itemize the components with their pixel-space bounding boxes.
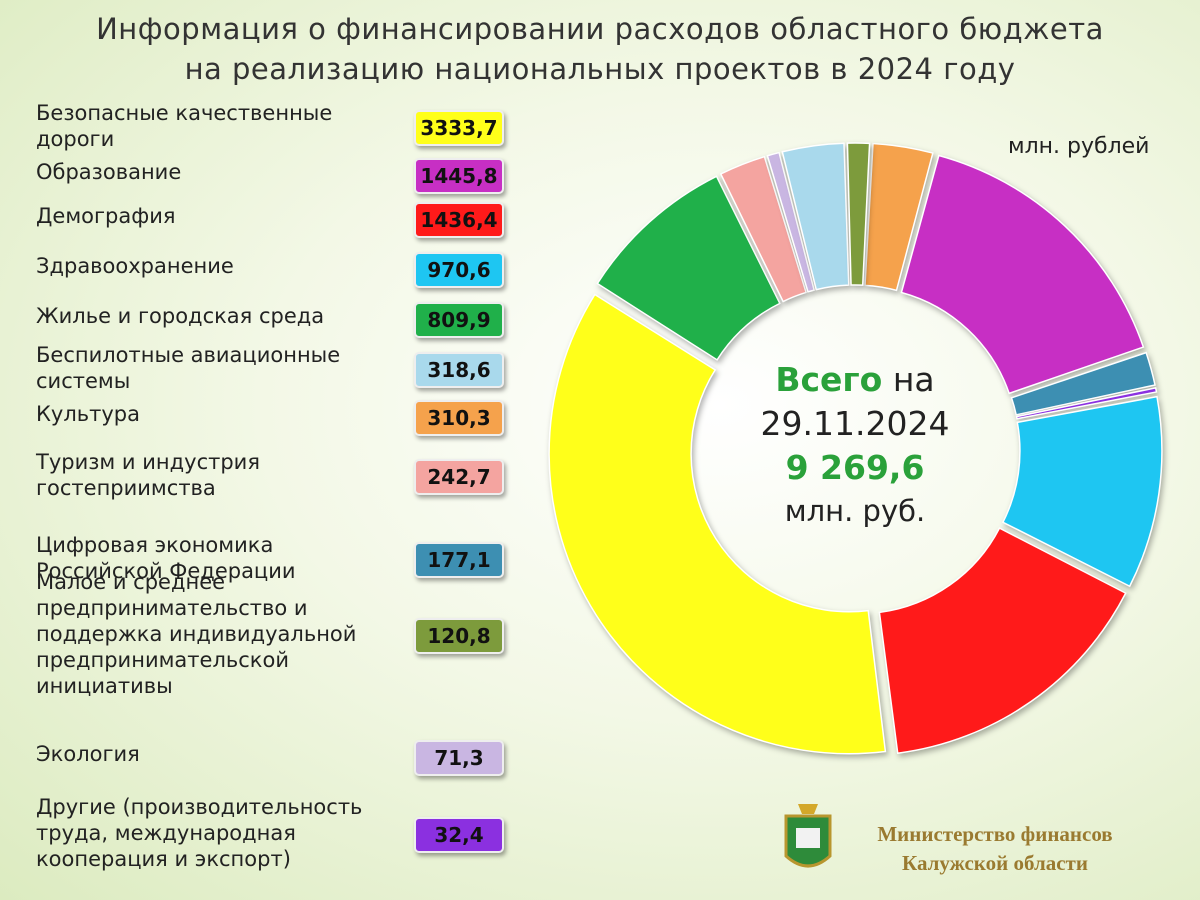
legend-label: Беспилотные авиационные системы (36, 343, 341, 393)
donut-slice (846, 142, 871, 286)
value-label: 1436,4 (414, 202, 504, 238)
donut-slice (596, 175, 781, 361)
unit: млн. рублей (1008, 134, 1150, 159)
value-label: 120,8 (414, 618, 504, 654)
value-label: 242,7 (414, 459, 504, 495)
legend-label: Малое и среднее предпринимательство и по… (36, 570, 357, 698)
center-lead: Всего на (705, 360, 1005, 399)
legend-label: Жилье и городская среда (36, 304, 325, 328)
title: Информация о финансировании расходов обл… (96, 12, 1104, 46)
value-label: 809,9 (414, 302, 504, 338)
legend-label: Цифровая экономика Российской Федерации (36, 533, 296, 583)
donut-slice (1015, 386, 1158, 420)
value-label: 310,3 (414, 400, 504, 436)
value-label: 32,4 (414, 817, 504, 853)
legend-label: Культура (36, 402, 140, 426)
donut-slice (1010, 351, 1156, 416)
donut-slice (548, 293, 887, 755)
center-date: 29.11.2024 (760, 404, 950, 443)
footer-line: Калужской области (902, 851, 1088, 875)
legend-label: Безопасные качественные дороги (36, 101, 333, 151)
donut-slice (719, 155, 808, 303)
donut-slice (864, 142, 934, 292)
center-total: 9 269,6 (785, 448, 925, 487)
value-label: 318,6 (414, 352, 504, 388)
value-label: 3333,7 (414, 110, 504, 146)
emblem (784, 804, 832, 868)
value-label: 1445,8 (414, 158, 504, 194)
value-label: 177,1 (414, 542, 504, 578)
footer-line: Министерство финансов (877, 822, 1113, 846)
legend-label: Демография (36, 204, 176, 228)
center-lead-word: Всего (775, 360, 883, 399)
center-lead-rest: на (892, 360, 935, 399)
legend-label: Другие (производительность труда, междун… (36, 795, 363, 871)
legend-label: Экология (36, 742, 140, 766)
value-label: 970,6 (414, 252, 504, 288)
value-label: 71,3 (414, 740, 504, 776)
legend-label: Туризм и индустрия гостеприимства (36, 450, 260, 500)
donut-slice (878, 527, 1127, 755)
donut-slice (1001, 395, 1163, 588)
donut-slice (781, 142, 850, 291)
donut-slice (900, 154, 1145, 395)
title: на реализацию национальных проектов в 20… (184, 52, 1016, 86)
legend-label: Образование (36, 160, 182, 184)
center-unit: млн. руб. (784, 494, 926, 528)
donut-slice (766, 151, 816, 293)
legend-label: Здравоохранение (36, 254, 234, 278)
